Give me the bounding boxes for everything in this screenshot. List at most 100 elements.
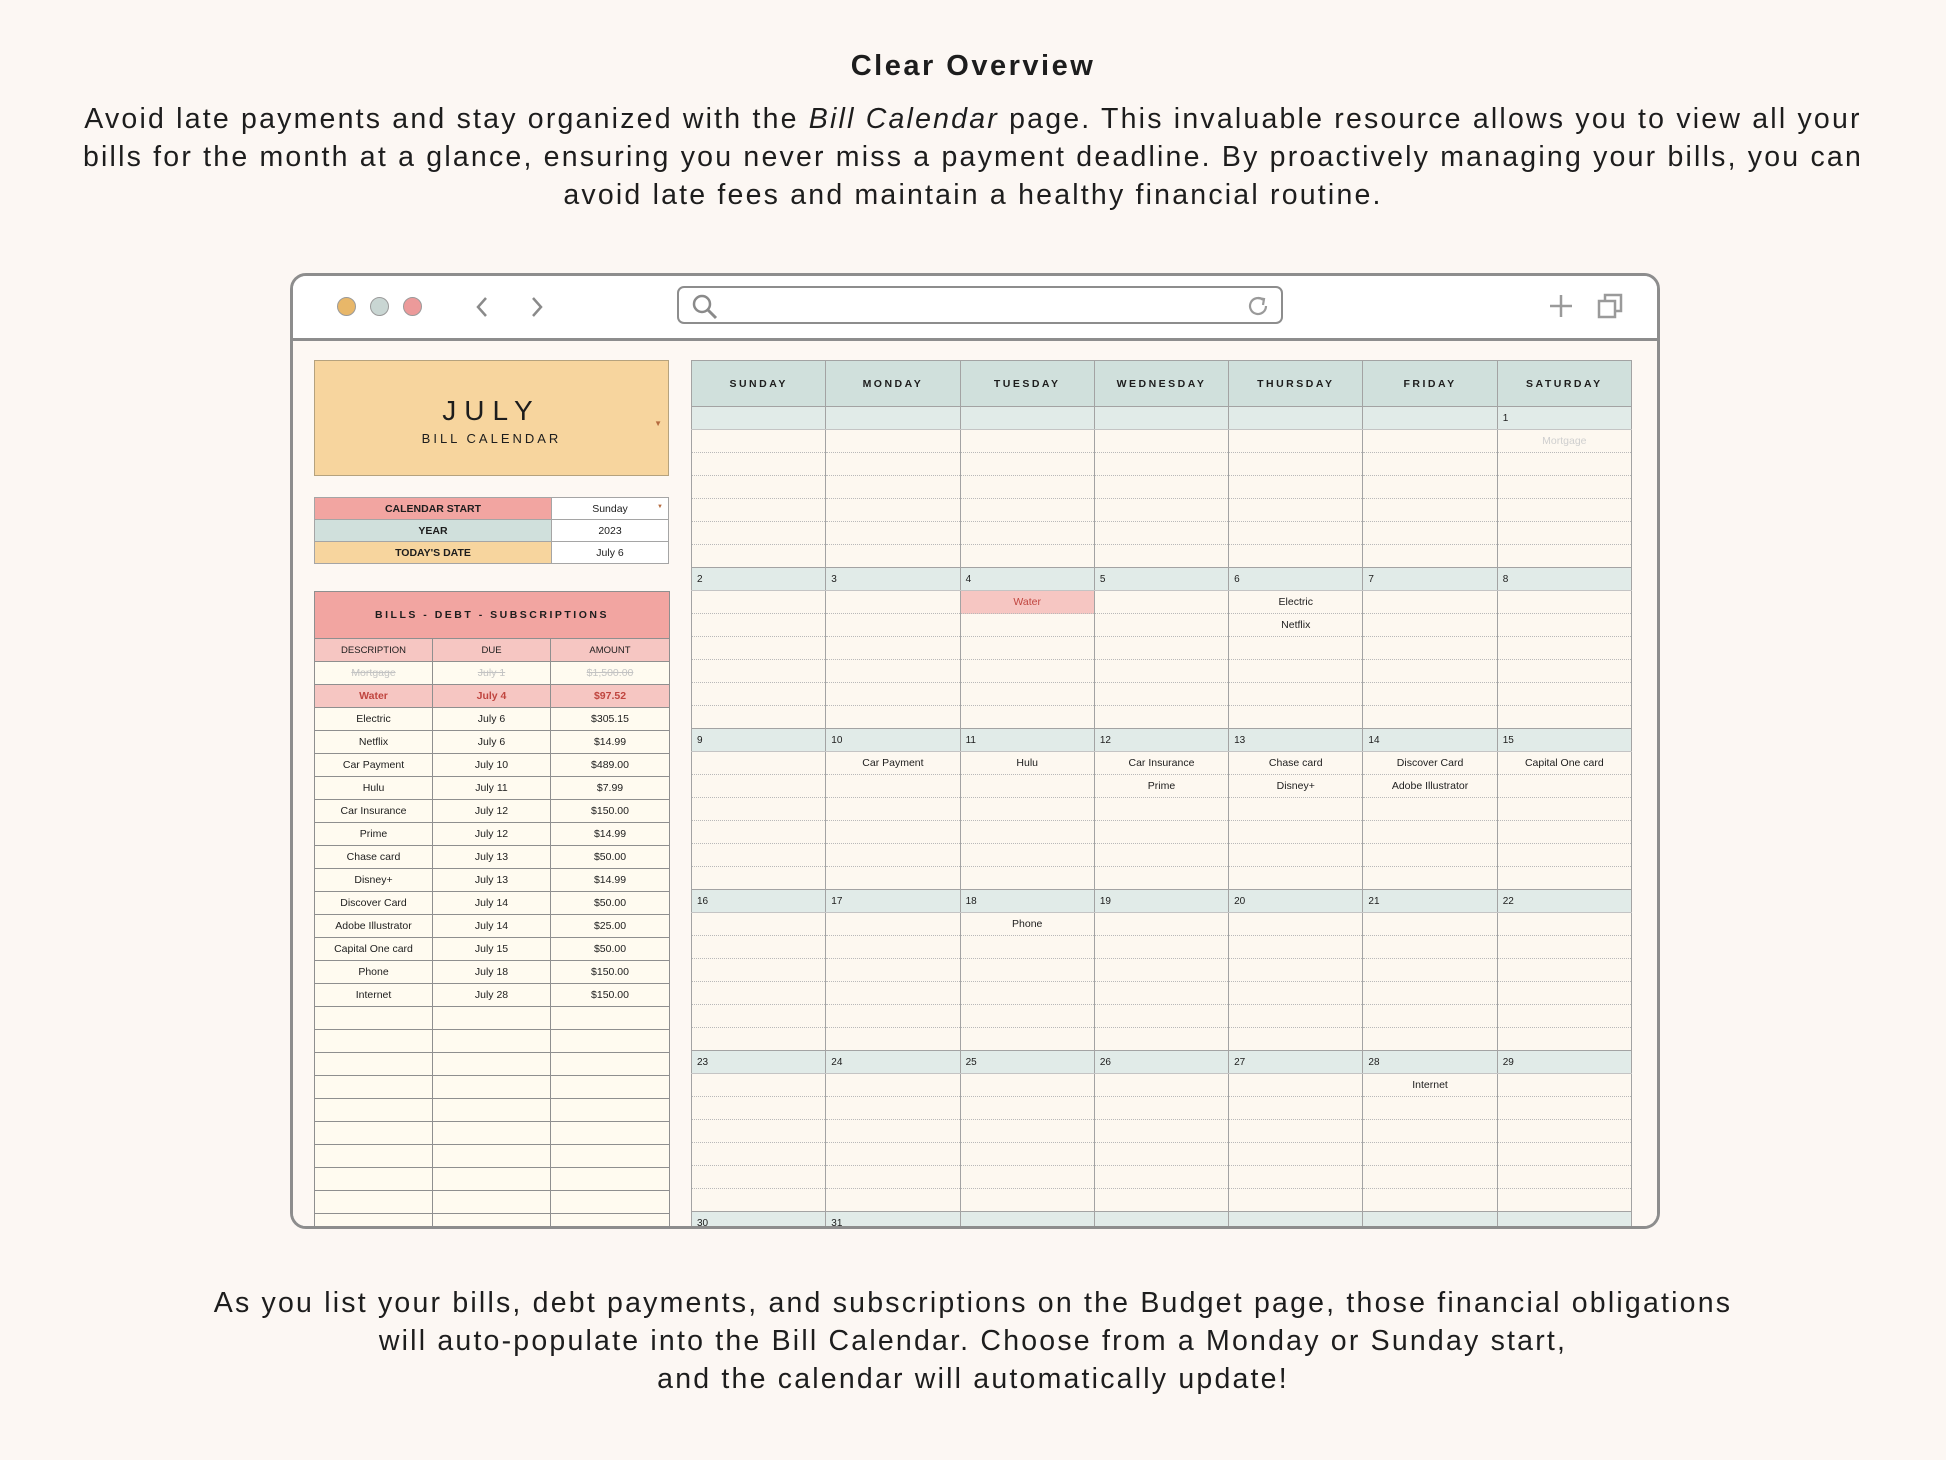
calendar-bill-entry[interactable]: Car Insurance: [1093, 751, 1230, 775]
calendar-cell[interactable]: [1362, 981, 1498, 1005]
bill-due[interactable]: [432, 1006, 551, 1030]
calendar-cell[interactable]: [690, 429, 827, 453]
calendar-cell[interactable]: [959, 1096, 1095, 1120]
calendar-cell[interactable]: [1362, 1096, 1498, 1120]
calendar-cell[interactable]: [1093, 590, 1230, 614]
calendar-cell[interactable]: [690, 1004, 827, 1028]
bill-amount[interactable]: [549, 1006, 671, 1030]
calendar-cell[interactable]: [1496, 843, 1633, 867]
calendar-cell[interactable]: [690, 544, 827, 568]
calendar-cell[interactable]: [1496, 682, 1633, 706]
calendar-bill-entry[interactable]: Disney+: [1228, 774, 1364, 798]
calendar-cell[interactable]: [825, 498, 961, 522]
calendar-cell[interactable]: [1228, 1004, 1364, 1028]
calendar-cell[interactable]: [1093, 521, 1230, 545]
calendar-cell[interactable]: [1093, 1096, 1230, 1120]
calendar-cell[interactable]: [1093, 705, 1230, 729]
bill-due[interactable]: [432, 1167, 551, 1191]
calendar-cell[interactable]: [1496, 544, 1633, 568]
calendar-cell[interactable]: [1362, 1188, 1498, 1212]
calendar-cell[interactable]: [690, 659, 827, 683]
bill-description[interactable]: [314, 1075, 433, 1099]
calendar-cell[interactable]: [959, 1027, 1095, 1051]
calendar-cell[interactable]: [1093, 659, 1230, 683]
bill-amount[interactable]: [549, 1052, 671, 1076]
bill-amount[interactable]: [549, 1075, 671, 1099]
calendar-cell[interactable]: [1228, 866, 1364, 890]
bill-description[interactable]: [314, 1006, 433, 1030]
calendar-cell[interactable]: [959, 544, 1095, 568]
calendar-cell[interactable]: [825, 1142, 961, 1166]
calendar-bill-entry[interactable]: Capital One card: [1496, 751, 1633, 775]
bill-description[interactable]: Mortgage: [314, 661, 433, 685]
calendar-cell[interactable]: [1228, 912, 1364, 936]
calendar-cell[interactable]: [1228, 521, 1364, 545]
calendar-cell[interactable]: [1228, 1165, 1364, 1189]
calendar-cell[interactable]: [690, 705, 827, 729]
calendar-cell[interactable]: [1362, 820, 1498, 844]
calendar-cell[interactable]: [959, 475, 1095, 499]
bill-description[interactable]: Chase card: [314, 845, 433, 869]
calendar-cell[interactable]: [825, 797, 961, 821]
calendar-cell[interactable]: [1362, 797, 1498, 821]
calendar-cell[interactable]: [1228, 843, 1364, 867]
bill-due[interactable]: July 15: [432, 937, 551, 961]
calendar-cell[interactable]: [825, 590, 961, 614]
calendar-cell[interactable]: [1362, 475, 1498, 499]
calendar-cell[interactable]: [1093, 958, 1230, 982]
calendar-cell[interactable]: [1496, 774, 1633, 798]
calendar-cell[interactable]: [825, 452, 961, 476]
calendar-cell[interactable]: [1362, 429, 1498, 453]
bill-description[interactable]: [314, 1098, 433, 1122]
calendar-cell[interactable]: [1093, 1004, 1230, 1028]
reload-icon[interactable]: [1245, 293, 1271, 324]
calendar-cell[interactable]: [959, 498, 1095, 522]
calendar-cell[interactable]: [690, 981, 827, 1005]
calendar-cell[interactable]: [1362, 682, 1498, 706]
bill-description[interactable]: Car Payment: [314, 753, 433, 777]
bill-amount[interactable]: $305.15: [549, 707, 671, 731]
bill-description[interactable]: Netflix: [314, 730, 433, 754]
calendar-cell[interactable]: [825, 866, 961, 890]
calendar-bill-entry[interactable]: Discover Card: [1362, 751, 1498, 775]
calendar-cell[interactable]: [690, 498, 827, 522]
calendar-cell[interactable]: [690, 636, 827, 660]
calendar-cell[interactable]: [690, 866, 827, 890]
calendar-cell[interactable]: [825, 981, 961, 1005]
bill-due[interactable]: [432, 1075, 551, 1099]
calendar-cell[interactable]: [1093, 820, 1230, 844]
chevron-left-icon[interactable]: [465, 288, 499, 326]
bill-due[interactable]: July 13: [432, 845, 551, 869]
calendar-cell[interactable]: [1228, 935, 1364, 959]
calendar-cell[interactable]: [1496, 1119, 1633, 1143]
calendar-cell[interactable]: [825, 682, 961, 706]
calendar-cell[interactable]: [1362, 912, 1498, 936]
calendar-cell[interactable]: [1093, 429, 1230, 453]
calendar-cell[interactable]: [1093, 935, 1230, 959]
bill-due[interactable]: [432, 1121, 551, 1145]
calendar-cell[interactable]: [1496, 475, 1633, 499]
calendar-cell[interactable]: [825, 843, 961, 867]
bill-amount[interactable]: [549, 1121, 671, 1145]
address-bar[interactable]: [677, 286, 1283, 324]
calendar-cell[interactable]: [690, 820, 827, 844]
bill-amount[interactable]: [549, 1144, 671, 1168]
calendar-cell[interactable]: [1093, 1119, 1230, 1143]
calendar-cell[interactable]: [1362, 1119, 1498, 1143]
settings-value[interactable]: July 6: [551, 541, 669, 564]
calendar-cell[interactable]: [959, 866, 1095, 890]
calendar-cell[interactable]: [1362, 705, 1498, 729]
calendar-cell[interactable]: [959, 820, 1095, 844]
calendar-bill-entry[interactable]: Internet: [1362, 1073, 1498, 1097]
calendar-cell[interactable]: [1228, 659, 1364, 683]
calendar-cell[interactable]: [1093, 981, 1230, 1005]
calendar-cell[interactable]: [1093, 1165, 1230, 1189]
bill-description[interactable]: [314, 1029, 433, 1053]
calendar-cell[interactable]: [959, 659, 1095, 683]
calendar-bill-entry[interactable]: Adobe Illustrator: [1362, 774, 1498, 798]
calendar-cell[interactable]: [1228, 1142, 1364, 1166]
calendar-cell[interactable]: [690, 843, 827, 867]
bill-description[interactable]: Prime: [314, 822, 433, 846]
calendar-cell[interactable]: [1093, 475, 1230, 499]
calendar-cell[interactable]: [959, 797, 1095, 821]
